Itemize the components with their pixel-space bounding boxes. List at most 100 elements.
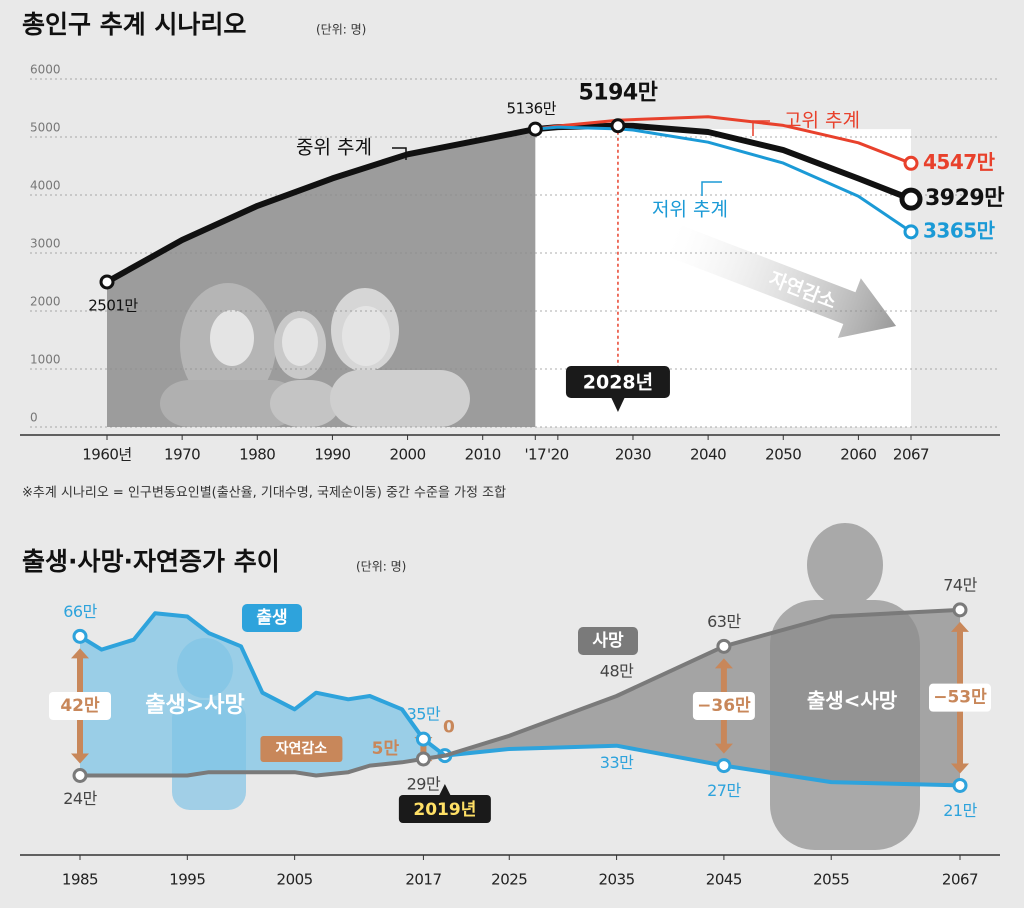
data-label: 3929만 <box>925 186 1004 211</box>
silhouette <box>807 523 883 607</box>
point-marker <box>99 274 115 290</box>
natural-increase-box <box>692 691 755 720</box>
arrow-head <box>714 658 733 669</box>
footnote: ※추계 시나리오 = 인구변동요인별(출산율, 기대수명, 국제순이동) 중간 … <box>22 486 506 501</box>
data-label: 5194만 <box>578 81 657 106</box>
natural-increase-label: −53만 <box>933 688 987 708</box>
silhouette <box>330 370 470 427</box>
x-tick-label: 2017 <box>405 871 441 889</box>
data-label: 66만 <box>63 602 97 621</box>
arrow-head <box>71 648 89 659</box>
y-tick-label: 4000 <box>30 179 61 193</box>
x-tick-label: 1960년 <box>82 446 131 464</box>
natural-increase-box <box>49 691 111 720</box>
silhouette-face <box>210 310 254 366</box>
x-tick-label: 1985 <box>62 871 98 889</box>
legend-label: 고위 추계 <box>784 110 860 132</box>
series-line <box>533 125 913 234</box>
data-label: 63만 <box>707 612 741 631</box>
point-marker <box>903 155 919 171</box>
x-tick-label: 2000 <box>389 446 425 464</box>
data-label: 4547만 <box>923 150 996 174</box>
chart-subtitle: (단위: 명) <box>356 560 406 574</box>
series-line <box>78 611 962 788</box>
legend-leader <box>701 181 722 196</box>
series-line <box>533 115 913 165</box>
callout-label: 2019년 <box>413 800 476 820</box>
point-marker <box>610 118 626 134</box>
data-label: 24만 <box>63 789 97 808</box>
data-label: 74만 <box>943 575 977 594</box>
x-tick-label: 2010 <box>465 446 501 464</box>
x-tick-label: 1990 <box>314 446 350 464</box>
point-marker <box>415 751 431 767</box>
x-tick-label: 1970 <box>164 446 200 464</box>
legend-box <box>242 604 302 632</box>
x-tick-label: '17 <box>524 446 546 464</box>
y-tick-label: 0 <box>30 411 38 425</box>
data-label: 5136만 <box>507 100 557 118</box>
natural-increase-label: −36만 <box>697 696 751 716</box>
natural-increase-label: 5만 <box>372 739 400 759</box>
legend-box <box>578 627 638 655</box>
trend-arrow-shape <box>665 224 897 338</box>
data-label: 33만 <box>600 753 634 772</box>
point-marker <box>899 187 923 211</box>
series-line <box>78 607 962 778</box>
point-marker <box>952 602 968 618</box>
silhouette <box>270 380 340 427</box>
y-tick-label: 5000 <box>30 121 61 135</box>
callout-pointer <box>438 784 451 796</box>
callout-box <box>398 795 491 823</box>
data-label: 48만 <box>600 662 634 681</box>
silhouette <box>160 380 300 427</box>
y-tick-label: 1000 <box>30 353 61 367</box>
silhouette-face <box>342 306 390 366</box>
x-tick-label: 2005 <box>277 871 313 889</box>
arrow-head <box>951 763 969 774</box>
x-tick-label: 1995 <box>169 871 205 889</box>
callout-label: 2028년 <box>583 372 653 394</box>
chart-2: 1985 1995 2005 2017 2025 2035 2045 2055 2067 42만 5… <box>20 523 1000 889</box>
y-tick-label: 6000 <box>30 63 61 77</box>
point-marker <box>716 638 732 654</box>
point-marker <box>716 758 732 774</box>
region-label: 출생>사망 <box>145 693 244 718</box>
callout-box <box>565 366 670 398</box>
data-label: 29만 <box>407 774 441 793</box>
x-tick-label: 2040 <box>690 446 726 464</box>
chart-title: 출생·사망·자연증가 추이 <box>22 547 280 576</box>
silhouette-face <box>282 318 318 366</box>
x-tick-label: 2055 <box>813 871 849 889</box>
arrow-head <box>951 621 969 632</box>
data-label: 21만 <box>943 801 977 820</box>
data-label: 35만 <box>407 705 441 724</box>
data-label: 3365만 <box>923 218 996 242</box>
decrease-label: 자연감소 <box>276 740 328 757</box>
x-tick-label: 2050 <box>765 446 801 464</box>
point-marker <box>72 628 88 644</box>
point-marker <box>952 777 968 793</box>
natural-increase-box <box>929 683 991 712</box>
arrow-head <box>714 743 733 754</box>
legend-label: 사망 <box>592 631 624 651</box>
chart-title: 총인구 추계 시나리오 <box>22 10 246 39</box>
legend-leader <box>752 120 770 136</box>
x-tick-label: 2025 <box>491 871 527 889</box>
callout-pointer <box>610 397 625 412</box>
chart-subtitle: (단위: 명) <box>316 23 366 37</box>
point-marker <box>527 121 543 137</box>
arrow-head <box>71 753 89 764</box>
x-tick-label: 2035 <box>598 871 634 889</box>
legend-label: 저위 추계 <box>652 199 728 221</box>
x-tick-label: 2030 <box>615 446 651 464</box>
data-label: 27만 <box>707 781 741 800</box>
natural-increase-label: 42만 <box>60 696 100 716</box>
point-marker <box>72 768 88 783</box>
x-tick-label: '20 <box>547 446 569 464</box>
legend-label: 출생 <box>256 608 287 628</box>
natural-increase-label: 0 <box>443 718 455 738</box>
decrease-tag <box>260 736 343 762</box>
